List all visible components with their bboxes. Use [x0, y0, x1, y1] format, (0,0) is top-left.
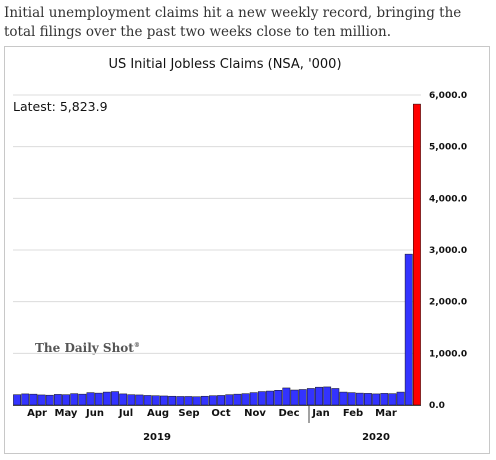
- y-tick-label: 6,000.0: [429, 91, 467, 101]
- bar-latest: [412, 103, 421, 406]
- x-tick-label: Jun: [85, 408, 104, 419]
- chart-title: US Initial Jobless Claims (NSA, '000): [108, 57, 342, 72]
- year-label: 2020: [362, 432, 390, 443]
- bar: [339, 391, 348, 406]
- x-tick-label: Oct: [211, 408, 230, 419]
- x-tick-label: Feb: [343, 408, 363, 419]
- bar: [347, 392, 356, 406]
- bar: [53, 394, 62, 406]
- year-label: 2019: [143, 432, 171, 443]
- bar: [404, 253, 413, 406]
- x-tick-label: Dec: [278, 408, 299, 419]
- latest-value-label: Latest: 5,823.9: [13, 99, 108, 114]
- bar: [200, 395, 209, 406]
- bar: [274, 390, 283, 406]
- bar: [364, 393, 372, 406]
- y-tick-label: 5,000.0: [429, 143, 467, 153]
- bar: [282, 387, 291, 406]
- x-tick-label: Sep: [178, 408, 199, 419]
- bar: [127, 394, 136, 406]
- bar: [135, 394, 144, 406]
- bar: [396, 391, 405, 406]
- chart-panel: US Initial Jobless Claims (NSA, '000) La…: [4, 46, 490, 454]
- article-caption: Initial unemployment claims hit a new we…: [4, 5, 462, 40]
- daily-shot-logo: The Daily Shot®: [35, 341, 140, 355]
- bar: [160, 395, 168, 406]
- y-tick-label: 0.0: [429, 401, 445, 411]
- bar: [380, 393, 389, 406]
- bar: [143, 395, 152, 406]
- bar: [257, 391, 266, 406]
- bar: [45, 394, 54, 406]
- bar: [111, 391, 119, 406]
- x-tick-label: Nov: [244, 408, 266, 419]
- bar: [372, 393, 381, 406]
- bar: [388, 393, 397, 406]
- bar: [208, 395, 217, 406]
- y-tick-label: 1,000.0: [429, 349, 467, 359]
- bar: [192, 396, 201, 406]
- bar: [37, 394, 46, 406]
- bar: [62, 394, 70, 406]
- bar: [298, 389, 307, 406]
- bar: [306, 388, 315, 406]
- bar-chart: 0.0 1,000.0 2,000.0 3,000.0 4,000.0 5,000.0 6,…: [13, 91, 467, 443]
- bar: [151, 395, 160, 406]
- bar: [217, 395, 226, 406]
- bar: [86, 392, 95, 406]
- bar: [266, 390, 274, 406]
- bar: [184, 396, 193, 406]
- y-tick-label: 3,000.0: [429, 246, 467, 256]
- x-tick-label: May: [55, 408, 78, 419]
- bar: [315, 386, 323, 406]
- bar: [225, 394, 234, 406]
- bar: [29, 393, 38, 406]
- bar: [168, 395, 177, 406]
- bar: [355, 392, 364, 406]
- bar: [241, 393, 250, 406]
- bar: [94, 392, 103, 406]
- bar: [249, 392, 258, 406]
- x-tick-label: Apr: [27, 408, 47, 419]
- bar: [290, 389, 299, 406]
- y-tick-label: 4,000.0: [429, 194, 467, 204]
- bar: [331, 388, 340, 406]
- bar: [13, 394, 22, 406]
- x-tick-label: Jul: [118, 408, 133, 419]
- x-tick-label: Jan: [311, 408, 330, 419]
- bar: [323, 386, 332, 406]
- bar: [233, 393, 242, 406]
- bar: [102, 391, 111, 406]
- bar: [70, 393, 79, 406]
- y-tick-label: 2,000.0: [429, 298, 467, 308]
- bar: [119, 393, 128, 406]
- x-tick-label: Mar: [375, 408, 397, 419]
- x-tick-label: Aug: [147, 408, 169, 419]
- bar: [78, 393, 87, 406]
- bar: [21, 393, 30, 406]
- bar: [176, 396, 185, 406]
